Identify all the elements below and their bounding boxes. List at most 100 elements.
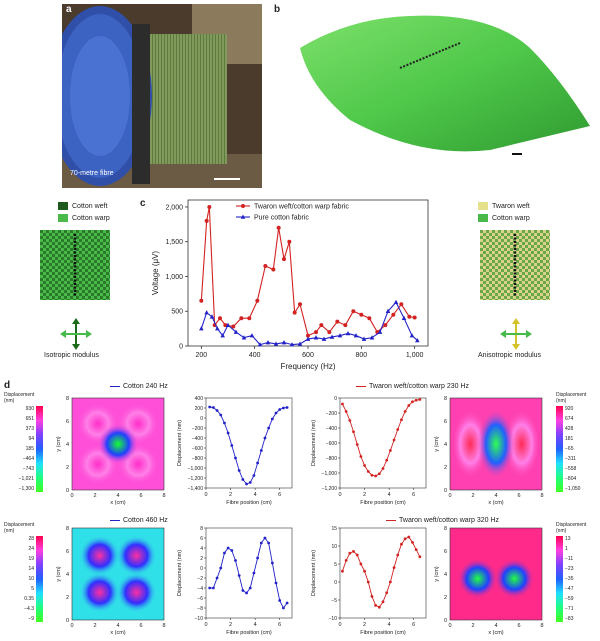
data-point [411,400,414,404]
y-tick-label: 6 [200,536,203,542]
colorbar-twaron-230: Displacement (nm) 920 674 428 181 −65 −311 −558 −… [556,392,600,502]
y-axis-label: Voltage (μV) [151,251,160,296]
data-point [233,329,239,334]
colorbar-tick-label: −1,300 [18,486,34,492]
data-point [352,430,355,434]
data-point [215,409,219,412]
swatch-twaron-weft [478,202,488,210]
colorbar-unit: (nm) [556,528,567,534]
x-tick-label: 800 [355,352,367,359]
x-tick-label: 400 [249,352,261,359]
colorbar-unit: (nm) [4,398,15,404]
y-tick-label: −1,000 [322,471,338,477]
map-y-axis-label: y (cm) [56,566,62,581]
map-x-tick-label: 8 [540,493,543,499]
colorbar-tick-label: 674 [565,416,574,422]
panel-a-photo: 70-metre fibre [62,4,262,188]
map-frame [71,397,165,491]
data-point [414,548,418,551]
colorbar-tick-label: 5 [31,586,34,592]
data-point [249,333,255,338]
data-point [414,398,418,402]
colorbar-tick-label: 14 [28,566,34,572]
y-tick-label: 2 [200,556,203,562]
map-frame [449,527,543,621]
colorbar-tick-label: −35 [565,576,574,582]
data-point [385,308,391,314]
data-point [274,581,278,585]
displacement-chart-twaron-320: 0 2 4 6 15 10 5 0 −5 −10 Fibre position (cm) Displa… [311,526,427,636]
data-point [388,580,392,584]
map-x-axis-label: x (cm) [488,500,503,506]
data-point [359,455,363,458]
data-point [335,319,340,324]
colorbar-tick-label: −804 [565,476,577,482]
isotropic-weave-illustration [40,230,110,300]
data-point [237,574,241,577]
data-point [367,316,372,321]
map-x-tick-label: 4 [494,493,497,499]
y-tick-label: 200 [195,406,204,412]
anisotropic-arrows-icon [500,318,532,350]
data-point [341,569,344,573]
map-y-tick-label: 2 [66,465,69,471]
colorbar-body: 930 651 373 94 185 −464 −743 −1,021 −1,300 [4,406,50,492]
data-point [370,473,374,477]
data-point [265,340,271,345]
displacement-chart-twaron-230: 0 2 4 6 0 −200 −400 −600 −800 −1,000 −1,200 Fibre p… [311,396,427,506]
data-point [403,410,407,413]
data-point [215,326,220,331]
map-y-tick-label: 0 [66,488,69,494]
map-y-tick-label: 0 [66,618,69,624]
legend-item-cotton-weft: Cotton weft [58,200,110,212]
y-tick-label: −6 [197,596,203,602]
map-blob [79,572,120,613]
map-x-axis-label: x (cm) [110,500,125,506]
data-point [256,461,259,465]
x-tick-label: 4 [254,622,257,628]
data-point [208,586,212,590]
data-point [388,449,392,452]
data-point [215,576,219,580]
y-tick-label: −1,000 [188,466,204,472]
data-point [257,342,263,347]
x-tick-label: 0 [338,492,341,498]
data-point [305,336,311,341]
y-tick-label: 0 [200,416,203,422]
map-y-tick-label: 8 [444,396,447,402]
colorbar-gradient [556,536,563,622]
data-point [208,405,212,409]
map-y-tick-label: 4 [66,572,69,578]
y-tick-label: −10 [195,616,204,622]
data-point [234,559,237,562]
x-tick-label: 0 [204,622,207,628]
data-point [415,337,420,343]
data-point [348,551,352,555]
map-y-tick-label: 2 [66,595,69,601]
map-blob [494,558,535,599]
right-legend: Twaron weft Cotton warp [478,200,530,224]
data-point [341,402,344,406]
y-tick-label: −400 [192,436,203,442]
panel-c-label: c [140,198,146,209]
colorbar-tick-label: 185 [25,446,34,452]
x-tick-label: 2 [363,492,366,498]
title-line-red-2 [386,519,396,522]
y-tick-label: −1,400 [188,486,204,492]
x-tick-label: 0 [204,492,207,498]
legend-label-twaron-weft: Twaron weft [492,202,530,210]
legend-item-cotton-warp: Cotton warp [58,212,110,224]
map-x-tick-label: 0 [448,623,451,629]
y-tick-label: −2 [197,576,203,582]
legend-label-0: Twaron weft/cotton warp fabric [254,204,349,211]
map-blob [97,423,139,465]
map-y-tick-label: 8 [66,526,69,532]
legend-label-cotton-weft: Cotton weft [72,202,108,210]
displacement-line [342,536,421,608]
y-tick-label: 15 [331,526,337,532]
data-point [329,334,335,339]
colorbar-tick-label: 13 [565,536,571,542]
title-twaron-230: Twaron weft/cotton warp 230 Hz [356,383,469,390]
map-y-axis-label: y (cm) [434,566,440,581]
colorbar-tick-label: 19 [28,556,34,562]
